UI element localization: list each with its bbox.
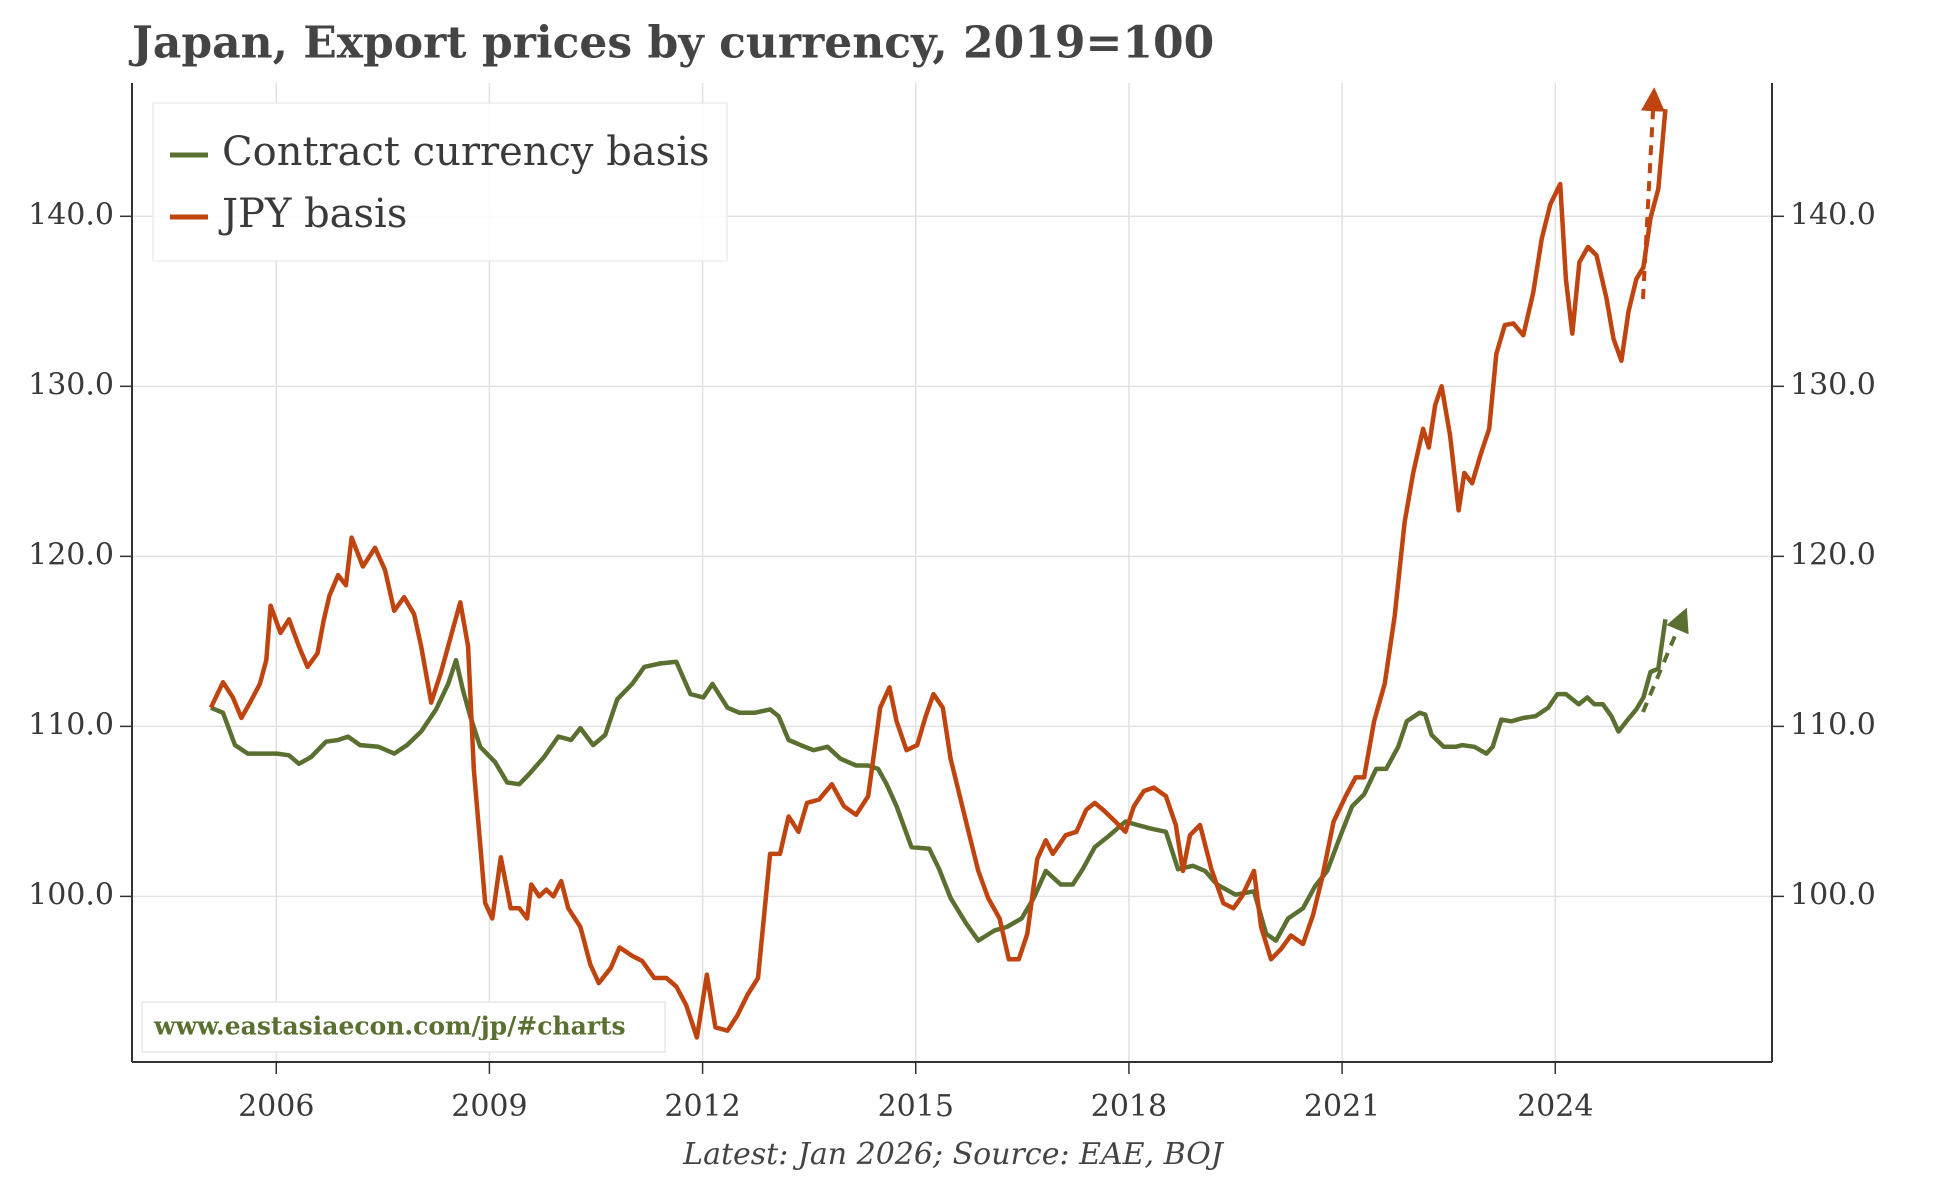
y2-tick-label: 100.0: [1790, 877, 1876, 912]
source-note: Latest: Jan 2026; Source: EAE, BOJ: [682, 1137, 1225, 1172]
x-tick-label: 2006: [238, 1089, 314, 1124]
y-tick-label: 140.0: [28, 197, 114, 232]
watermark-box: [141, 1001, 666, 1053]
y2-tick-label: 140.0: [1790, 197, 1876, 232]
legend: [152, 102, 728, 262]
legend-label: JPY basis: [218, 191, 407, 237]
legend-entries: Contract currency basis JPY basis: [170, 129, 710, 237]
legend-label: Contract currency basis: [222, 129, 710, 175]
x-tick-label: 2012: [664, 1089, 740, 1124]
y2-tick-label: 130.0: [1790, 367, 1876, 402]
x-tick-label: 2009: [451, 1089, 527, 1124]
y2-tick-label: 110.0: [1790, 707, 1876, 742]
plot-area: 100.0 100.0 110.0 110.0 120.0 120.0 130.0 130.0…: [28, 83, 1876, 1124]
trend-arrow: [1641, 607, 1689, 713]
watermark: www.eastasiaecon.com/jp/#charts: [153, 1012, 626, 1041]
y-tick-label: 120.0: [28, 537, 114, 572]
y-tick-label: 110.0: [28, 707, 114, 742]
x-tick-label: 2021: [1304, 1089, 1380, 1124]
y-tick-label: 130.0: [28, 367, 114, 402]
chart-title: Japan, Export prices by currency, 2019=1…: [128, 18, 1214, 69]
series-line: [208, 109, 1668, 1040]
x-tick-label: 2015: [878, 1089, 954, 1124]
x-tick-label: 2018: [1091, 1089, 1167, 1124]
y2-tick-label: 120.0: [1790, 537, 1876, 572]
x-tick-label: 2024: [1517, 1089, 1593, 1124]
y-tick-label: 100.0: [28, 877, 114, 912]
series-line: [210, 618, 1668, 943]
